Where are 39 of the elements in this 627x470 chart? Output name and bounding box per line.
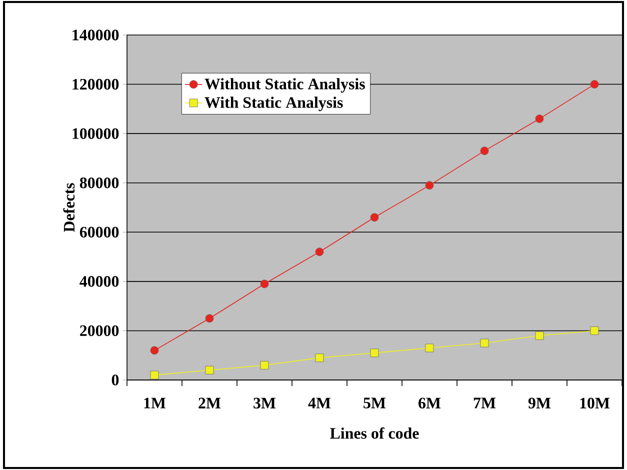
legend-label: With Static Analysis (204, 96, 343, 112)
y-tick-label: 100000 (72, 128, 119, 139)
point (590, 80, 599, 88)
x-tick-label: 10M (580, 398, 610, 409)
point (370, 348, 379, 358)
point (315, 248, 324, 256)
y-tick-label: 40000 (80, 276, 119, 287)
point (315, 354, 324, 362)
y-axis-title: Defects (63, 183, 75, 232)
point (480, 146, 489, 156)
x-axis-title: Lines of code (330, 427, 419, 439)
point (480, 338, 489, 348)
point (535, 114, 544, 123)
point (425, 344, 434, 352)
legend-label: Without Static Analysis (204, 78, 365, 93)
point (260, 280, 269, 288)
point (425, 181, 434, 190)
point (150, 346, 159, 355)
x-tick-label: 5M (364, 398, 386, 408)
point (205, 314, 214, 323)
x-tick-label: 1M (144, 398, 166, 408)
x-tick-label: 2M (198, 398, 221, 408)
y-tick-label: 0 (112, 374, 119, 386)
point (205, 366, 214, 374)
point (590, 326, 599, 335)
y-tick-label: 120000 (72, 78, 119, 90)
x-tick-label: 7M (474, 398, 496, 408)
point (150, 370, 159, 380)
y-tick-label: 140000 (72, 30, 119, 40)
y-tick-label: 80000 (80, 177, 119, 188)
x-tick-label: 9M (528, 398, 551, 408)
x-tick-label: 4M (308, 398, 331, 408)
x-tick-label: 3M (254, 398, 276, 408)
x-tick-label: 6M (418, 398, 441, 408)
y-tick-label: 60000 (80, 226, 119, 238)
y-tick-label: 20000 (80, 325, 119, 336)
point (370, 213, 379, 222)
point (535, 331, 544, 340)
point (260, 361, 269, 370)
